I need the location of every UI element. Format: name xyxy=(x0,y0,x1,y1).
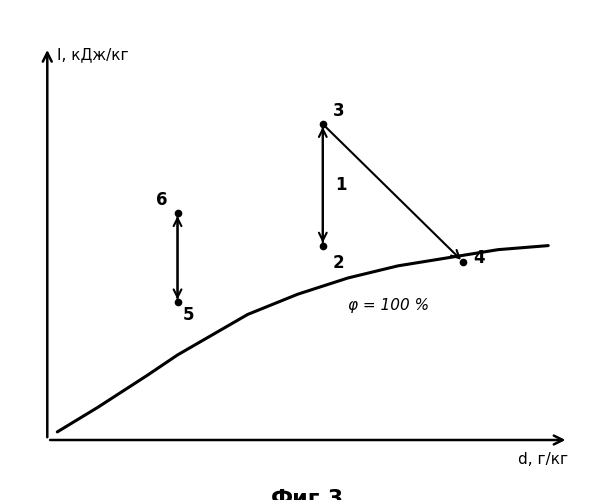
Text: d, г/кг: d, г/кг xyxy=(518,452,569,467)
Text: 2: 2 xyxy=(333,254,345,272)
Text: Фиг.3: Фиг.3 xyxy=(271,488,345,500)
Text: 3: 3 xyxy=(333,102,345,120)
Text: 6: 6 xyxy=(156,191,167,209)
Text: 5: 5 xyxy=(183,306,194,324)
Text: 4: 4 xyxy=(473,248,485,267)
Text: I, кДж/кг: I, кДж/кг xyxy=(57,47,129,62)
Text: 1: 1 xyxy=(335,176,347,194)
Text: φ = 100 %: φ = 100 % xyxy=(348,298,429,313)
